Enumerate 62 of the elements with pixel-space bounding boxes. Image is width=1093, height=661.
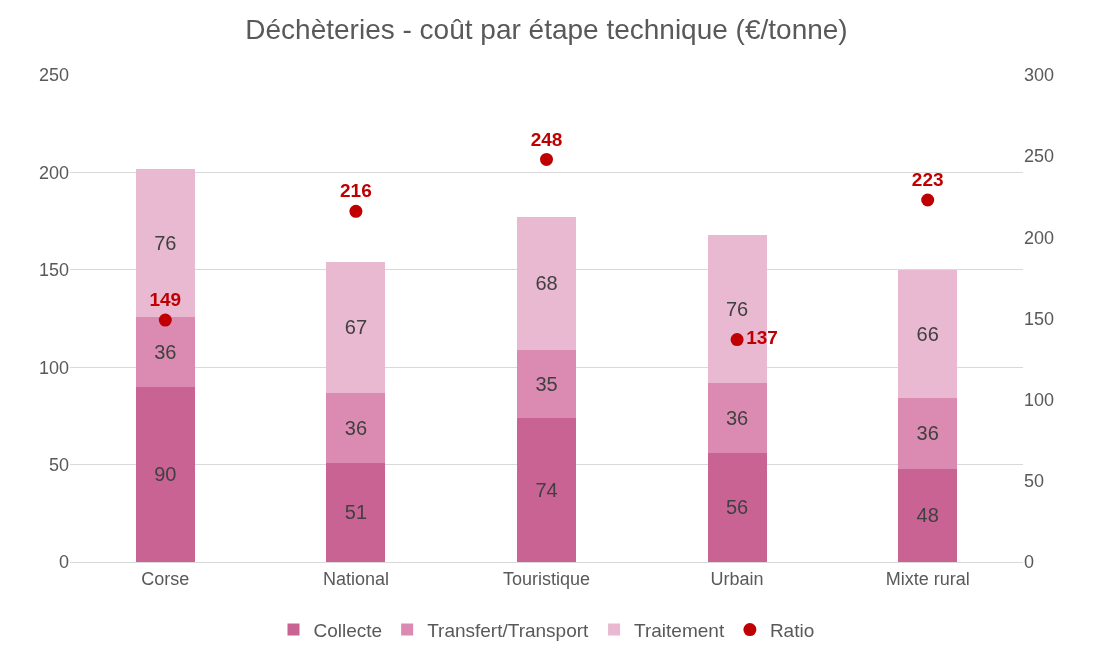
y2-tick-label: 50 bbox=[1024, 471, 1045, 492]
y-tick-label: 0 bbox=[58, 552, 69, 573]
data-label: 216 bbox=[340, 180, 372, 202]
point bbox=[540, 152, 553, 166]
bar bbox=[326, 462, 386, 562]
bar bbox=[516, 417, 577, 562]
data-label: 90 bbox=[154, 463, 177, 486]
bar bbox=[707, 452, 767, 562]
y2-tick-label: 150 bbox=[1024, 308, 1055, 329]
data-label: 56 bbox=[725, 496, 749, 519]
data-label: 223 bbox=[911, 169, 944, 191]
data-label: 36 bbox=[916, 422, 939, 445]
bar bbox=[326, 392, 386, 463]
bar bbox=[898, 468, 958, 562]
y-tick-label: 50 bbox=[48, 454, 69, 475]
legend-label: Ratio bbox=[769, 619, 815, 641]
bar bbox=[135, 386, 195, 562]
bar bbox=[326, 262, 386, 393]
bar bbox=[898, 269, 958, 399]
data-label: 68 bbox=[535, 272, 558, 295]
x-tick-label: Touristique bbox=[502, 568, 591, 589]
y2-tick-label: 300 bbox=[1024, 65, 1055, 86]
bar bbox=[898, 398, 958, 469]
bar bbox=[707, 382, 767, 453]
bar bbox=[135, 316, 195, 387]
chart-title: Déchèteries - coût par étape technique (€/tonne) bbox=[245, 14, 848, 46]
x-tick-label: Urbain bbox=[710, 568, 764, 589]
data-label: 137 bbox=[746, 327, 778, 349]
y-tick-label: 200 bbox=[38, 162, 69, 183]
x-tick-label: National bbox=[322, 568, 389, 589]
data-label: 35 bbox=[535, 372, 558, 395]
y-tick-label: 100 bbox=[38, 357, 69, 378]
y2-tick-label: 250 bbox=[1024, 146, 1055, 167]
y2-tick-label: 0 bbox=[1024, 552, 1035, 573]
bar bbox=[516, 349, 577, 418]
point bbox=[730, 333, 744, 347]
y2-tick-label: 100 bbox=[1024, 389, 1055, 410]
data-label: 66 bbox=[916, 323, 939, 346]
data-label: 51 bbox=[344, 501, 368, 524]
point bbox=[349, 204, 363, 218]
point bbox=[921, 193, 935, 207]
legend-label: Traitement bbox=[634, 619, 725, 641]
y-tick-label: 150 bbox=[38, 260, 69, 281]
legend-label: Collecte bbox=[313, 619, 383, 641]
data-label: 36 bbox=[154, 340, 177, 363]
bar bbox=[135, 168, 195, 317]
x-tick-label: Corse bbox=[141, 568, 190, 589]
data-label: 76 bbox=[725, 297, 749, 320]
data-label: 149 bbox=[149, 289, 182, 311]
data-label: 36 bbox=[725, 406, 749, 429]
data-label: 36 bbox=[344, 416, 368, 439]
data-label: 76 bbox=[154, 231, 177, 254]
data-label: 48 bbox=[916, 504, 939, 527]
data-label: 248 bbox=[530, 128, 563, 150]
legend-label: Transfert/Transport bbox=[427, 619, 590, 641]
y2-tick-label: 200 bbox=[1024, 227, 1055, 248]
data-label: 74 bbox=[535, 478, 558, 501]
bar bbox=[516, 217, 577, 350]
y-tick-label: 250 bbox=[38, 65, 69, 86]
point bbox=[158, 313, 172, 327]
x-tick-label: Mixte rural bbox=[885, 568, 970, 589]
data-label: 67 bbox=[344, 316, 368, 339]
